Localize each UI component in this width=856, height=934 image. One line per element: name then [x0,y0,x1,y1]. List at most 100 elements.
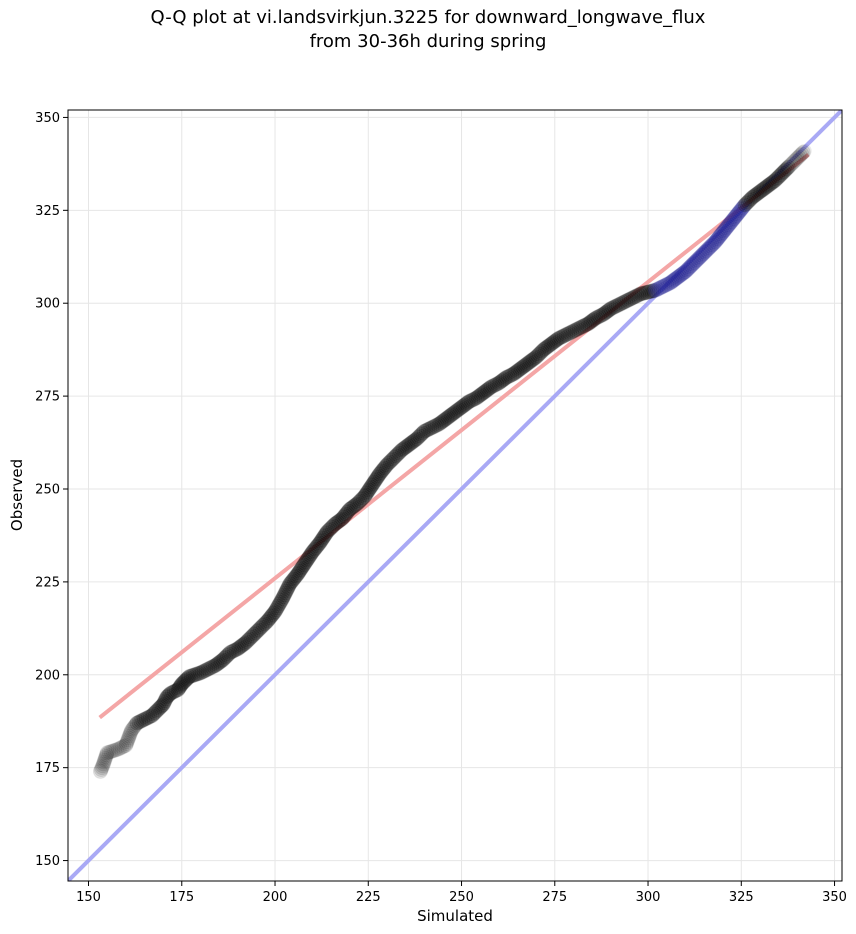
data-point [682,259,698,275]
data-point [311,536,327,552]
x-tick-label: 200 [263,890,288,905]
data-point [306,543,322,559]
y-tick-label: 175 [35,761,60,776]
data-point [93,762,109,778]
data-point [388,448,404,464]
data-point [263,608,279,624]
data-point [234,637,250,653]
data-point [710,231,726,247]
data-point [119,734,135,750]
data-point [446,405,462,421]
data-point [286,571,302,587]
data-point [580,316,596,332]
data-point [455,398,471,414]
data-point [636,285,652,301]
data-point [406,433,422,449]
data-point [528,349,544,365]
data-point [403,435,419,451]
y-tick-label: 275 [35,390,60,405]
data-point [292,563,308,579]
data-point [554,329,570,345]
data-point [551,331,567,347]
data-point [358,487,374,503]
data-point [473,387,489,403]
data-point [96,754,112,770]
data-point [573,319,589,335]
data-point [707,234,723,250]
data-point [242,631,258,647]
data-point [727,209,743,225]
data-point [474,386,490,402]
data-point [731,204,747,220]
data-point [360,484,376,500]
data-point [404,434,420,450]
data-point [155,697,171,713]
data-point [331,513,347,529]
data-point [287,570,303,586]
data-point [337,508,353,524]
data-point [271,596,287,612]
data-point [480,381,496,397]
data-point [382,454,398,470]
x-tick-label: 300 [636,890,661,905]
data-point [644,283,660,299]
data-point [255,617,271,633]
data-point [304,544,320,560]
data-point [400,438,416,454]
data-point [312,535,328,551]
data-point [290,565,306,581]
data-point [126,720,142,736]
data-point [713,226,729,242]
data-point [308,540,324,556]
data-point [346,498,362,514]
data-point [513,360,529,376]
data-point [210,655,226,671]
y-tick-label: 325 [35,204,60,219]
data-point [283,574,299,590]
data-point [708,232,724,248]
data-point [368,471,384,487]
data-point [315,530,331,546]
data-point [415,425,431,441]
x-axis-label: Simulated [417,907,493,925]
data-point [129,715,145,731]
data-point [222,644,238,660]
data-point [386,449,402,465]
data-point [374,463,390,479]
data-point [205,658,221,674]
data-point [157,693,173,709]
data-point [597,305,613,321]
data-point [795,144,811,160]
data-point [429,417,445,433]
data-point [786,153,802,169]
data-point [670,269,686,285]
data-point [233,639,249,655]
data-point [741,192,757,208]
data-point [776,164,792,180]
data-point [383,452,399,468]
data-point [582,315,598,331]
data-point [677,264,693,280]
data-point [679,262,695,278]
data-point [612,296,628,312]
data-point [780,159,796,175]
data-point [451,401,467,417]
data-point [367,473,383,489]
data-point [427,418,443,434]
data-point [747,187,763,203]
data-point [121,730,137,746]
data-point [282,576,298,592]
data-point [746,188,762,204]
data-point [260,613,276,629]
data-point [125,721,141,737]
data-point [154,698,170,714]
data-point [151,700,167,716]
data-point [164,684,180,700]
data-point [398,439,414,455]
data-point [592,308,608,324]
data-point [605,300,621,316]
data-point [266,605,282,621]
data-point [792,147,808,163]
data-point [445,406,461,422]
data-point [369,469,385,485]
